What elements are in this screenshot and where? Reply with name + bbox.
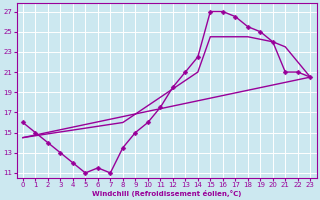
X-axis label: Windchill (Refroidissement éolien,°C): Windchill (Refroidissement éolien,°C) [92,190,241,197]
